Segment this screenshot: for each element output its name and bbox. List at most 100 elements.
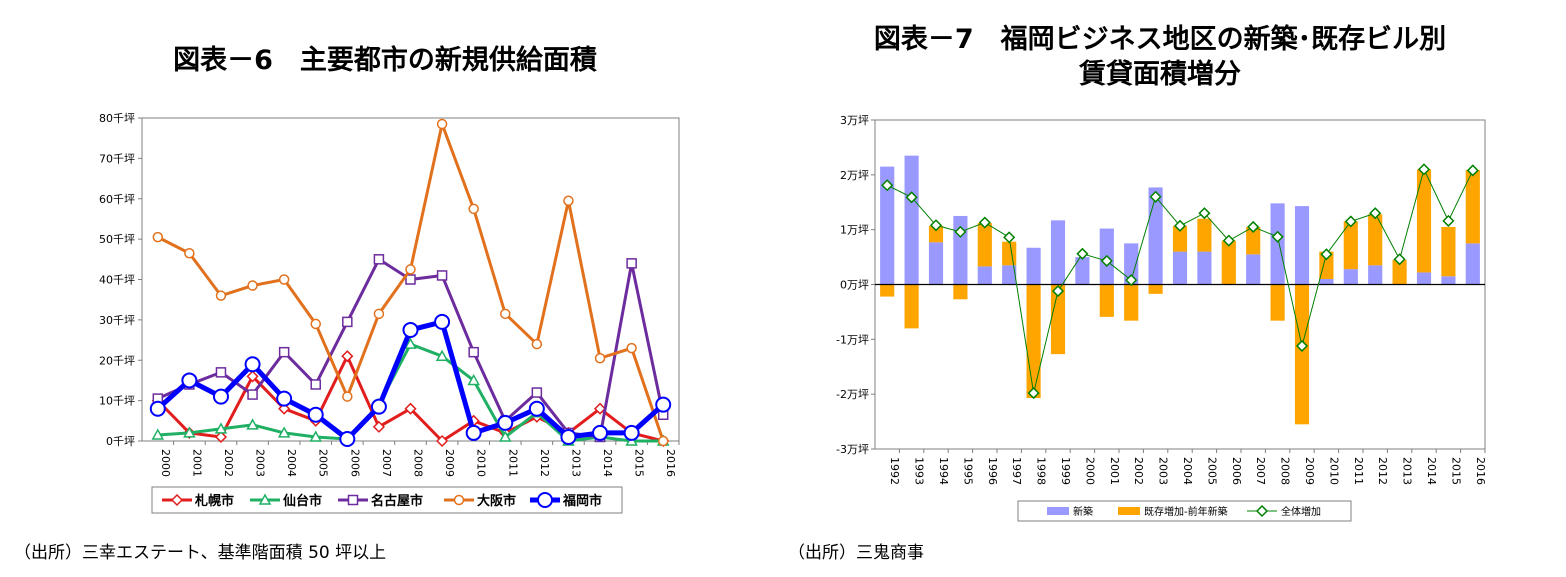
- data-point: [528, 400, 545, 417]
- legend: 札幌市 仙台市 名古屋市 大阪市 福岡市: [151, 486, 623, 514]
- bar-existing-increase: [1368, 214, 1383, 266]
- data-point: [623, 424, 640, 441]
- bar-new-build: [1002, 265, 1017, 285]
- x-tick-label: 2011: [1352, 457, 1365, 485]
- bar-existing-increase: [1392, 259, 1407, 285]
- bar-existing-increase: [1270, 284, 1285, 321]
- y-tick-label: 40千坪: [99, 274, 135, 287]
- y-tick-label: 0万坪: [840, 279, 869, 292]
- x-tick-label: 2005: [1205, 457, 1218, 485]
- data-point: [1125, 274, 1138, 287]
- data-point: [1369, 207, 1382, 220]
- x-tick-label: 2013: [569, 449, 582, 477]
- series-大阪市: [152, 118, 669, 447]
- y-tick-label: 50千坪: [99, 233, 135, 246]
- x-tick-label: 1995: [961, 457, 974, 485]
- legend-label: 札幌市: [194, 493, 234, 509]
- y-tick-label: 2万坪: [840, 169, 869, 182]
- data-point: [436, 118, 448, 130]
- data-point: [465, 424, 482, 441]
- data-point: [278, 346, 290, 358]
- x-tick-label: 2006: [348, 449, 361, 477]
- x-tick-label: 2011: [506, 449, 519, 477]
- bar-new-build: [1172, 251, 1188, 285]
- y-tick-label: 70千坪: [99, 152, 135, 165]
- series-total: [881, 163, 1479, 400]
- x-tick-label: 1997: [1010, 457, 1023, 485]
- x-tick-label: 2015: [633, 449, 646, 477]
- data-point: [1222, 234, 1235, 247]
- data-point: [373, 254, 385, 265]
- data-point: [244, 356, 261, 373]
- bar-existing-increase: [1416, 169, 1432, 273]
- data-point: [593, 402, 607, 415]
- fig7-source: （出所）三鬼商事: [788, 543, 924, 563]
- data-point: [184, 248, 195, 259]
- y-tick-label: 80千坪: [99, 112, 135, 125]
- data-point: [1003, 231, 1016, 244]
- legend-label: 福岡市: [562, 493, 602, 509]
- bar-new-build: [1416, 272, 1432, 285]
- x-tick-label: 2002: [1132, 457, 1145, 485]
- legend-label: 仙台市: [283, 493, 322, 509]
- legend-label: 新築: [1073, 505, 1093, 518]
- legend-swatch: [1118, 507, 1140, 515]
- legend-marker: [453, 494, 465, 506]
- x-tick-label: 2008: [412, 449, 425, 477]
- data-point: [1198, 207, 1211, 220]
- data-point: [373, 308, 385, 320]
- data-point: [310, 379, 321, 390]
- y-tick-label: 3万坪: [840, 114, 869, 127]
- data-point: [341, 350, 354, 363]
- bar-new-build: [904, 155, 919, 285]
- data-point: [214, 430, 228, 444]
- bar-new-build: [1270, 203, 1285, 285]
- bar-new-build: [1124, 243, 1139, 285]
- y-tick-label: 30千坪: [99, 314, 135, 327]
- x-tick-label: 2004: [285, 449, 298, 477]
- bar-new-build: [1050, 220, 1066, 285]
- data-point: [592, 424, 609, 441]
- data-point: [655, 396, 672, 413]
- data-point: [498, 430, 512, 442]
- x-tick-label: 2003: [1157, 457, 1170, 485]
- data-point: [1320, 248, 1333, 261]
- x-tick-label: 2008: [1279, 457, 1292, 485]
- data-point: [563, 195, 574, 207]
- fig7-title-line1: 図表－7 福岡ビジネス地区の新築･既存ビル別: [873, 24, 1447, 55]
- data-point: [468, 203, 479, 215]
- x-tick-label: 2003: [254, 449, 267, 477]
- bar-existing-increase: [1050, 284, 1066, 355]
- data-point: [434, 313, 451, 330]
- data-point: [247, 280, 258, 291]
- data-point: [405, 274, 416, 285]
- y-tick-label: 10千坪: [99, 395, 135, 408]
- data-point: [978, 216, 991, 229]
- data-point: [246, 370, 259, 383]
- bar-existing-increase: [1099, 284, 1114, 317]
- data-point: [435, 349, 449, 361]
- data-point: [246, 418, 259, 430]
- y-tick-label: 1万坪: [840, 224, 869, 237]
- x-tick-label: 2004: [1181, 457, 1194, 485]
- data-point: [905, 191, 918, 204]
- data-point: [372, 420, 385, 433]
- data-point: [151, 428, 165, 440]
- x-tick-label: 2007: [1254, 457, 1267, 485]
- data-point: [929, 219, 943, 232]
- x-tick-label: 2005: [317, 449, 330, 477]
- data-point: [277, 426, 291, 438]
- legend-marker: [1255, 504, 1269, 518]
- data-point: [339, 430, 356, 447]
- data-point: [402, 321, 419, 338]
- x-tick-label: 2000: [159, 449, 172, 477]
- x-tick-label: 2000: [1083, 457, 1096, 485]
- x-tick-label: 2006: [1230, 457, 1243, 485]
- legend-label: 名古屋市: [371, 493, 423, 509]
- x-tick-label: 2001: [1108, 457, 1121, 485]
- x-tick-label: 1998: [1035, 457, 1048, 485]
- bar-new-build: [1294, 206, 1310, 285]
- bar-new-build: [1148, 187, 1163, 285]
- data-point: [404, 337, 417, 349]
- y-tick-label: -2万坪: [836, 388, 869, 401]
